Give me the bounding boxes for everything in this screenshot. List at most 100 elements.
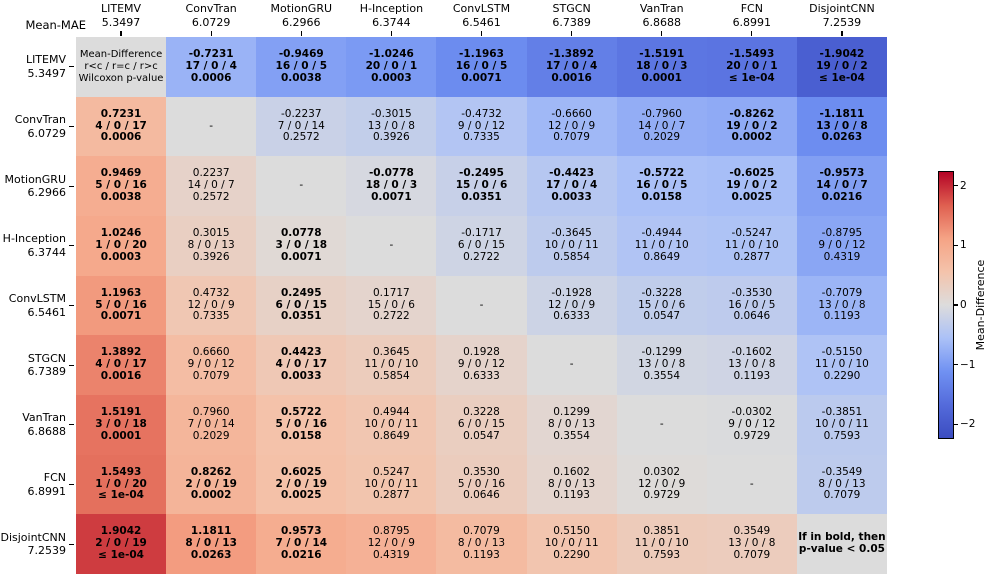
- colorbar: [938, 171, 954, 439]
- cell-mean-difference: 0.1602: [553, 465, 590, 478]
- row-header-model-name: LITEMV: [25, 53, 66, 67]
- heatmap-cell: -0.3645 10 / 0 / 11 0.5854: [526, 216, 617, 276]
- col-header-model-name: STGCN: [552, 2, 591, 15]
- cell-mean-difference: 0.4944: [373, 406, 410, 419]
- cell-win-tie-loss: 11 / 0 / 10: [634, 537, 689, 550]
- diagonal-dash: -: [569, 358, 574, 371]
- cell-win-tie-loss: 12 / 0 / 9: [548, 119, 596, 132]
- cell-win-tie-loss: 8 / 0 / 13: [818, 477, 866, 490]
- cell-win-tie-loss: 9 / 0 / 12: [187, 358, 235, 371]
- colorbar-tick-label: −2: [960, 418, 976, 431]
- row-header-mean-mae: 7.2539: [27, 544, 67, 558]
- cell-p-value: 0.1193: [733, 370, 771, 383]
- heatmap-cell: 0.1717 15 / 0 / 6 0.2722: [346, 275, 437, 336]
- cell-mean-difference: 1.1811: [190, 525, 232, 538]
- colorbar-tick-label: −1: [960, 358, 976, 371]
- cell-win-tie-loss: 3 / 0 / 18: [95, 417, 147, 430]
- cell-p-value: 0.5854: [553, 250, 590, 263]
- row-header-model-name: FCN: [43, 471, 66, 484]
- cell-diagonal: -: [166, 96, 257, 157]
- cell-mean-difference: 1.9042: [100, 525, 142, 538]
- cell-mean-difference: -0.9469: [278, 48, 324, 61]
- row-tick: [69, 245, 74, 247]
- heatmap-cell: 1.1811 8 / 0 / 13 0.0263: [166, 514, 257, 574]
- cell-mean-difference: 0.1299: [553, 406, 590, 419]
- heatmap-cell: -0.3549 8 / 0 / 13 0.7079: [796, 454, 887, 515]
- cell-win-tie-loss: 9 / 0 / 12: [728, 417, 776, 430]
- diagonal-dash: -: [479, 298, 484, 311]
- cell-mean-difference: -1.9042: [819, 48, 865, 61]
- cell-win-tie-loss: 10 / 0 / 11: [815, 417, 869, 430]
- cell-win-tie-loss: 18 / 0 / 3: [635, 59, 688, 72]
- column-tick: [480, 31, 483, 36]
- cell-win-tie-loss: 11 / 0 / 10: [815, 358, 869, 371]
- heatmap-cell: 0.8795 12 / 0 / 9 0.4319: [346, 514, 437, 574]
- cell-win-tie-loss: 4 / 0 / 17: [95, 119, 147, 132]
- cell-mean-difference: -0.3851: [821, 406, 863, 419]
- heatmap-cell: -0.3015 13 / 0 / 8 0.3926: [346, 96, 437, 157]
- cell-p-value: 0.2722: [373, 310, 410, 323]
- cell-p-value: 0.2572: [192, 191, 230, 204]
- cell-mean-difference: -0.5722: [639, 167, 685, 180]
- heatmap-cell: -1.9042 19 / 0 / 2 ≤ 1e-04: [796, 37, 887, 97]
- row-header: STGCN 6.7389: [0, 350, 67, 380]
- heatmap-cell: 1.5191 3 / 0 / 18 0.0001: [76, 395, 167, 455]
- cell-mean-difference: 0.0778: [281, 227, 322, 240]
- cell-mean-difference: -0.7231: [188, 48, 234, 61]
- cell-mean-difference: 0.8795: [373, 525, 410, 538]
- cell-win-tie-loss: 15 / 0 / 6: [638, 298, 686, 311]
- heatmap-cell: -0.1602 13 / 0 / 8 0.1193: [706, 335, 797, 395]
- cell-win-tie-loss: 1 / 0 / 20: [95, 238, 147, 251]
- heatmap-cell: -0.2495 15 / 0 / 6 0.0351: [436, 156, 527, 216]
- column-tick: [120, 31, 122, 36]
- cell-win-tie-loss: 13 / 0 / 8: [728, 537, 776, 550]
- cell-win-tie-loss: 11 / 0 / 10: [364, 358, 419, 371]
- diagonal-dash: -: [389, 238, 394, 251]
- row-header: VanTran 6.8688: [0, 410, 66, 440]
- cell-mean-difference: 0.6660: [192, 346, 230, 359]
- heatmap-cell: -0.4944 11 / 0 / 10 0.8649: [616, 216, 707, 276]
- column-tick: [390, 31, 392, 36]
- row-tick: [69, 185, 74, 187]
- cell-p-value: 0.2290: [553, 549, 590, 562]
- heatmap-cell: -0.5150 11 / 0 / 10 0.2290: [796, 335, 887, 395]
- cell-mean-difference: -1.0246: [368, 48, 414, 61]
- cell-p-value: 0.1193: [823, 310, 861, 323]
- row-header-mean-mae: 6.3744: [27, 245, 67, 259]
- cell-p-value: 0.7079: [192, 370, 230, 383]
- row-header: FCN 6.8991: [0, 470, 67, 500]
- cell-mean-difference: 0.4423: [281, 346, 322, 359]
- cell-win-tie-loss: 12 / 0 / 9: [187, 298, 235, 311]
- cell-win-tie-loss: 12 / 0 / 9: [367, 537, 415, 550]
- cell-win-tie-loss: 16 / 0 / 5: [635, 179, 688, 192]
- cell-diagonal: -: [256, 156, 347, 216]
- heatmap-cell: 0.6025 2 / 0 / 19 0.0025: [256, 454, 347, 515]
- row-header-model-name: STGCN: [27, 351, 66, 365]
- mean-mae-corner-label: Mean-MAE: [25, 18, 86, 32]
- cell-mean-difference: -0.7960: [641, 107, 682, 120]
- cell-p-value: 0.0216: [821, 191, 863, 204]
- row-tick: [69, 483, 74, 486]
- row-header-mean-mae: 6.5461: [27, 305, 67, 319]
- column-tick: [210, 31, 212, 36]
- heatmap-cell: 1.3892 4 / 0 / 17 0.0016: [76, 335, 167, 395]
- cell-p-value: ≤ 1e-04: [98, 489, 144, 502]
- heatmap-cell: -0.8795 9 / 0 / 12 0.4319: [796, 216, 887, 276]
- heatmap-cell: -0.7231 17 / 0 / 4 0.0006: [166, 37, 257, 97]
- heatmap-cell: 1.1963 5 / 0 / 16 0.0071: [76, 275, 167, 336]
- heatmap-cell: 0.9573 7 / 0 / 14 0.0216: [256, 514, 347, 574]
- cell-p-value: 0.0002: [731, 131, 773, 144]
- row-tick: [69, 424, 74, 426]
- heatmap-cell: 0.0778 3 / 0 / 18 0.0071: [256, 216, 347, 276]
- column-tick: [841, 31, 843, 36]
- cell-p-value: 0.2572: [282, 131, 320, 144]
- cell-mean-difference: -1.1963: [459, 48, 504, 61]
- cell-mean-difference: -0.4944: [641, 227, 682, 240]
- heatmap-cell: -0.2237 7 / 0 / 14 0.2572: [256, 96, 347, 157]
- cell-win-tie-loss: 20 / 0 / 1: [365, 59, 418, 72]
- cell-mean-difference: 0.7960: [192, 406, 230, 419]
- cell-win-tie-loss: 8 / 0 / 13: [185, 537, 237, 550]
- col-header-mean-mae: 6.0729: [191, 15, 231, 29]
- cell-mean-difference: -1.1811: [819, 107, 865, 120]
- heatmap-cell: -0.1717 6 / 0 / 15 0.2722: [436, 216, 527, 276]
